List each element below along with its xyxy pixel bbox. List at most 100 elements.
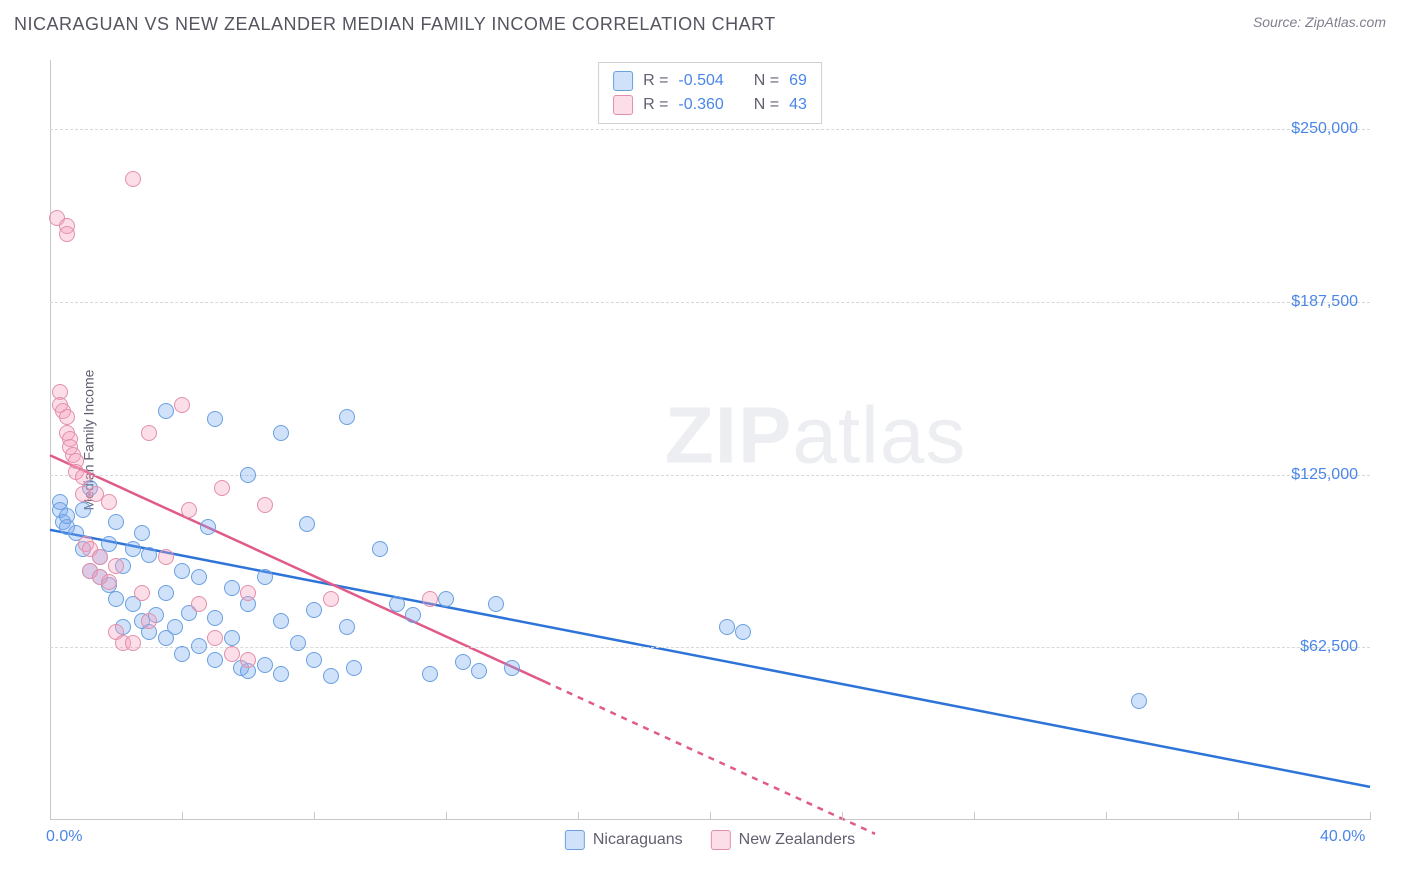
legend-R-label: R = xyxy=(643,93,668,117)
data-point xyxy=(108,514,124,530)
legend-swatch xyxy=(613,71,633,91)
data-point xyxy=(141,613,157,629)
data-point xyxy=(422,666,438,682)
data-point xyxy=(240,467,256,483)
data-point xyxy=(59,226,75,242)
data-point xyxy=(181,502,197,518)
data-point xyxy=(257,657,273,673)
data-point xyxy=(158,549,174,565)
y-axis-line xyxy=(50,60,51,820)
x-minor-tick xyxy=(314,812,315,820)
data-point xyxy=(207,411,223,427)
data-point xyxy=(141,425,157,441)
data-point xyxy=(214,480,230,496)
chart-container: NICARAGUAN VS NEW ZEALANDER MEDIAN FAMIL… xyxy=(0,0,1406,892)
data-point xyxy=(290,635,306,651)
x-minor-tick xyxy=(1238,812,1239,820)
series-legend: Nicaraguans New Zealanders xyxy=(565,830,855,850)
legend-N-label: N = xyxy=(754,69,779,93)
gridline xyxy=(50,129,1370,130)
data-point xyxy=(471,663,487,679)
data-point xyxy=(59,508,75,524)
data-point xyxy=(92,549,108,565)
data-point xyxy=(191,569,207,585)
data-point xyxy=(174,563,190,579)
source-name: ZipAtlas.com xyxy=(1305,14,1386,30)
x-minor-tick xyxy=(1370,812,1371,820)
legend-R-value: -0.360 xyxy=(678,93,723,117)
data-point xyxy=(273,425,289,441)
data-point xyxy=(75,502,91,518)
data-point xyxy=(323,668,339,684)
data-point xyxy=(273,613,289,629)
legend-N-value: 43 xyxy=(789,93,807,117)
data-point xyxy=(339,619,355,635)
data-point xyxy=(438,591,454,607)
data-point xyxy=(405,607,421,623)
watermark: ZIPatlas xyxy=(665,389,966,481)
data-point xyxy=(207,630,223,646)
gridline xyxy=(50,647,1370,648)
data-point xyxy=(488,596,504,612)
data-point xyxy=(125,541,141,557)
data-point xyxy=(101,494,117,510)
chart-title: NICARAGUAN VS NEW ZEALANDER MEDIAN FAMIL… xyxy=(14,14,776,35)
data-point xyxy=(224,580,240,596)
x-minor-tick xyxy=(1106,812,1107,820)
x-minor-tick xyxy=(50,812,51,820)
watermark-brand-b: atlas xyxy=(792,390,966,479)
legend-series-item: New Zealanders xyxy=(711,830,856,850)
legend-swatch xyxy=(565,830,585,850)
x-minor-tick xyxy=(182,812,183,820)
y-tick-label: $125,000 xyxy=(1291,466,1358,484)
x-tick-label: 40.0% xyxy=(1320,828,1365,846)
data-point xyxy=(257,497,273,513)
data-point xyxy=(174,646,190,662)
data-point xyxy=(1131,693,1147,709)
data-point xyxy=(158,585,174,601)
data-point xyxy=(299,516,315,532)
data-point xyxy=(158,403,174,419)
y-tick-label: $187,500 xyxy=(1291,293,1358,311)
data-point xyxy=(59,409,75,425)
correlation-legend: R =-0.504N =69R =-0.360N =43 xyxy=(598,62,822,124)
scatter-chart: Median Family Income ZIPatlas R =-0.504N… xyxy=(50,60,1370,820)
trend-lines-layer xyxy=(50,60,1370,820)
data-point xyxy=(240,652,256,668)
data-point xyxy=(134,525,150,541)
legend-series-label: Nicaraguans xyxy=(593,831,683,849)
data-point xyxy=(273,666,289,682)
source-label: Source: xyxy=(1253,14,1305,30)
data-point xyxy=(167,619,183,635)
data-point xyxy=(191,638,207,654)
data-point xyxy=(257,569,273,585)
data-point xyxy=(174,397,190,413)
data-point xyxy=(306,652,322,668)
data-point xyxy=(125,635,141,651)
data-point xyxy=(735,624,751,640)
x-minor-tick xyxy=(974,812,975,820)
data-point xyxy=(125,171,141,187)
x-minor-tick xyxy=(842,812,843,820)
gridline xyxy=(50,302,1370,303)
y-tick-label: $250,000 xyxy=(1291,120,1358,138)
x-tick-label: 0.0% xyxy=(46,828,82,846)
watermark-brand-a: ZIP xyxy=(665,390,792,479)
data-point xyxy=(719,619,735,635)
x-minor-tick xyxy=(710,812,711,820)
data-point xyxy=(101,536,117,552)
data-point xyxy=(422,591,438,607)
data-point xyxy=(240,585,256,601)
data-point xyxy=(224,630,240,646)
legend-R-value: -0.504 xyxy=(678,69,723,93)
data-point xyxy=(504,660,520,676)
data-point xyxy=(101,574,117,590)
legend-correlation-row: R =-0.504N =69 xyxy=(613,69,807,93)
data-point xyxy=(75,469,91,485)
legend-correlation-row: R =-0.360N =43 xyxy=(613,93,807,117)
data-point xyxy=(108,591,124,607)
data-point xyxy=(207,652,223,668)
data-point xyxy=(141,547,157,563)
data-point xyxy=(455,654,471,670)
data-point xyxy=(372,541,388,557)
